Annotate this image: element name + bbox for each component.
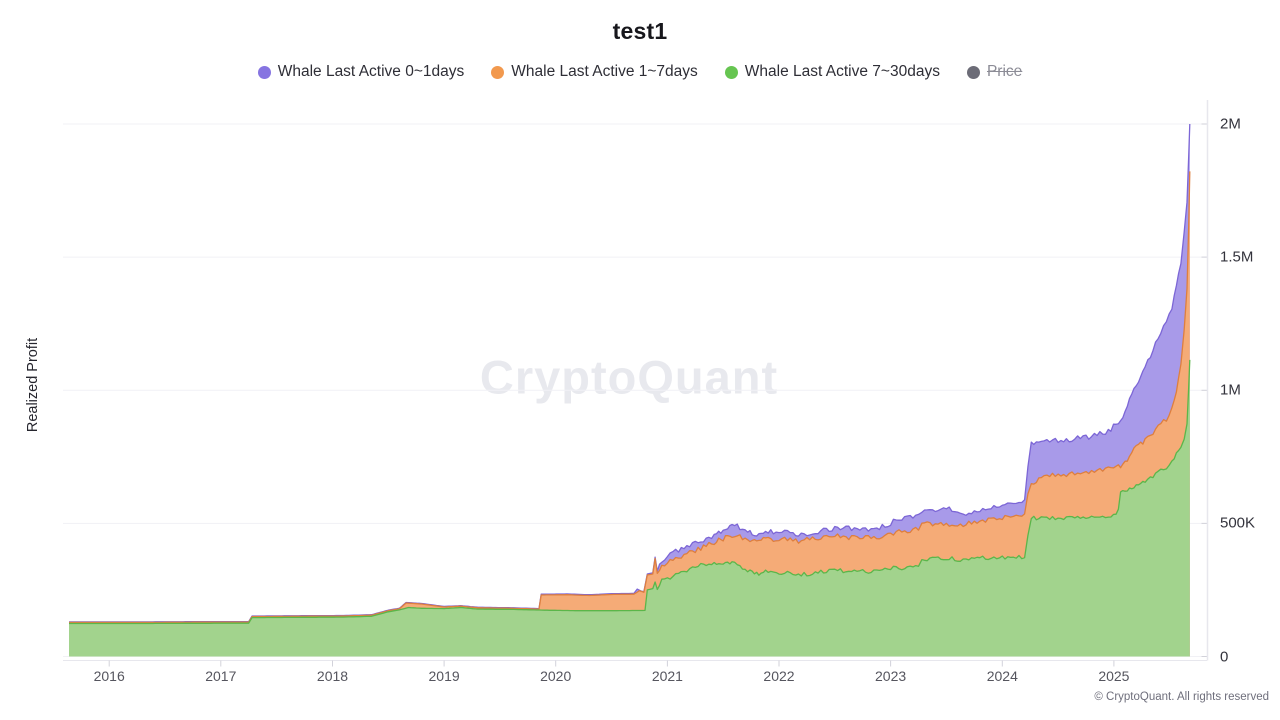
- legend-label: Price: [986, 63, 1023, 80]
- legend-dot-purple-icon: [257, 65, 271, 79]
- y-axis-tick-label: 2M: [1220, 115, 1241, 133]
- legend-item-whale-7-30days[interactable]: Whale Last Active 7~30days: [724, 63, 940, 81]
- chart-legend: Whale Last Active 0~1days Whale Last Act…: [0, 61, 1280, 83]
- legend-label: Whale Last Active 0~1days: [277, 63, 465, 80]
- cryptoquant-watermark: CryptoQuant: [479, 350, 779, 404]
- y-axis-tick-label: 0: [1220, 648, 1229, 665]
- legend-item-whale-0-1days[interactable]: Whale Last Active 0~1days: [257, 63, 465, 81]
- x-axis-tick-label: 2021: [651, 668, 683, 684]
- x-axis-tick-label: 2017: [205, 668, 237, 684]
- legend-item-price[interactable]: Price: [966, 63, 1023, 81]
- legend-dot-green-icon: [724, 65, 738, 79]
- legend-dot-orange-icon: [491, 65, 505, 79]
- y-axis-tick-label: 1M: [1220, 381, 1241, 399]
- legend-label: Whale Last Active 1~7days: [511, 63, 698, 80]
- y-axis-tick-label: 1.5M: [1220, 248, 1254, 266]
- x-axis-tick-label: 2025: [1098, 668, 1130, 684]
- y-axis-tick-label: 500K: [1220, 514, 1256, 532]
- x-axis-tick-label: 2018: [316, 668, 349, 684]
- x-axis-tick-label: 2024: [986, 668, 1018, 684]
- legend-dot-gray-icon: [966, 65, 980, 79]
- x-axis-tick-label: 2016: [93, 668, 125, 684]
- x-axis-tick-label: 2023: [875, 668, 907, 684]
- legend-label: Whale Last Active 7~30days: [744, 63, 940, 80]
- x-axis-tick-label: 2019: [428, 668, 460, 684]
- x-axis-tick-label: 2022: [763, 668, 795, 684]
- x-axis-tick-label: 2020: [540, 668, 572, 684]
- page-title: test1: [612, 18, 668, 44]
- legend-item-whale-1-7days[interactable]: Whale Last Active 1~7days: [491, 63, 698, 81]
- copyright-text: © CryptoQuant. All rights reserved: [1094, 691, 1269, 703]
